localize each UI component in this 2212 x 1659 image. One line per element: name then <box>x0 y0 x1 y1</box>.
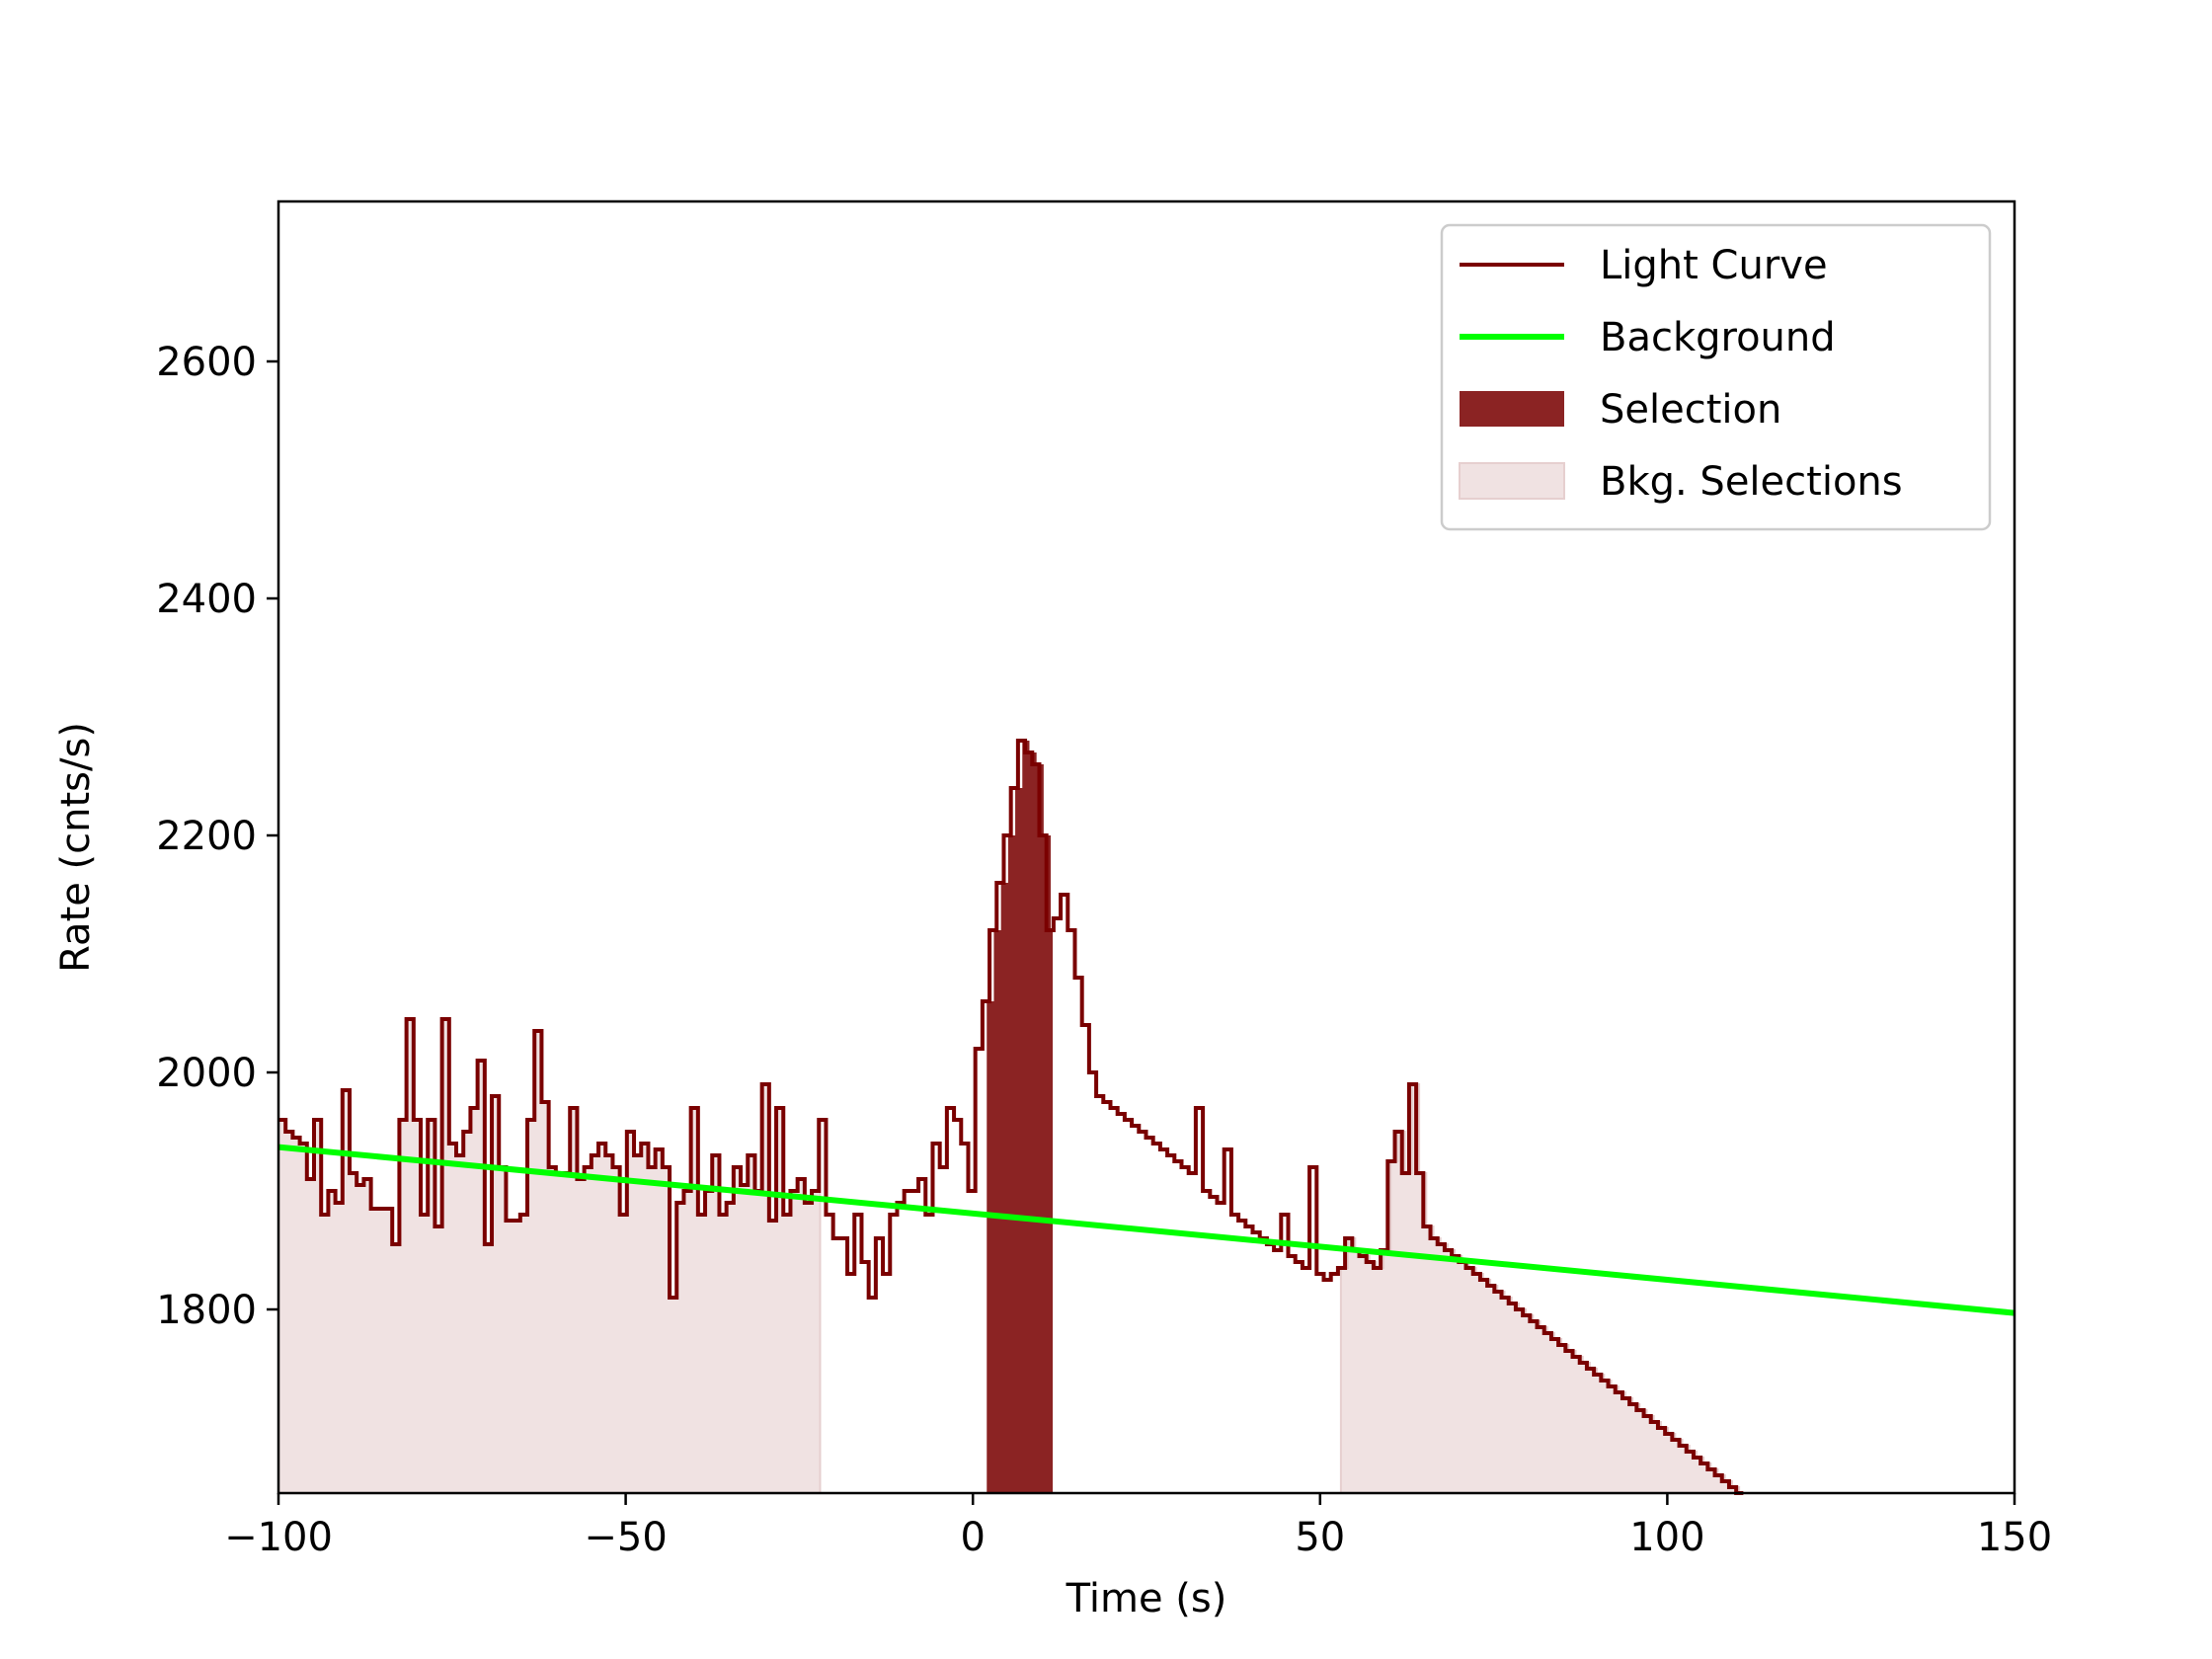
y-tick-label: 2200 <box>156 814 257 859</box>
legend-box <box>1440 223 1992 531</box>
light-curve-line <box>278 739 1744 1495</box>
x-tick-label: −100 <box>224 1515 333 1560</box>
x-tick-label: 150 <box>1977 1515 2052 1560</box>
legend-swatch <box>1460 391 1564 427</box>
legend: Light Curve Background Selection Bkg. Selec… <box>1440 223 1992 531</box>
bkg-selection-1 <box>277 1018 822 1494</box>
legend-label: Background <box>1600 315 1836 360</box>
legend-swatch <box>1459 462 1565 500</box>
legend-label: Selection <box>1600 387 1781 433</box>
background-series <box>277 1144 2015 1316</box>
bkg-selection-regions <box>277 1018 2014 1494</box>
y-tick-label: 2600 <box>156 340 257 385</box>
legend-label: Bkg. Selections <box>1600 459 1903 505</box>
y-axis-ticks: 1800 2000 2200 2400 2600 <box>156 340 278 1333</box>
bkg-selection-2 <box>1339 1083 2014 1494</box>
x-tick-label: 50 <box>1295 1515 1345 1560</box>
x-tick-label: 100 <box>1629 1515 1704 1560</box>
plot-frame <box>276 199 2016 1495</box>
selection-fill <box>987 741 1054 1493</box>
y-tick-label: 2000 <box>156 1051 257 1096</box>
x-tick-label: −50 <box>584 1515 667 1560</box>
legend-label: Light Curve <box>1600 243 1828 288</box>
background-line <box>277 1144 2015 1316</box>
y-tick-label: 2400 <box>156 577 257 622</box>
y-axis-label: Rate (cnts/s) <box>53 722 99 973</box>
y-tick-label: 1800 <box>156 1288 257 1333</box>
x-axis-ticks: −100 −50 0 50 100 150 <box>224 1493 2052 1560</box>
x-axis-label: Time (s) <box>1066 1576 1227 1621</box>
light-curve-series <box>278 739 1744 1495</box>
x-tick-label: 0 <box>960 1515 985 1560</box>
selection-region <box>987 741 1054 1493</box>
